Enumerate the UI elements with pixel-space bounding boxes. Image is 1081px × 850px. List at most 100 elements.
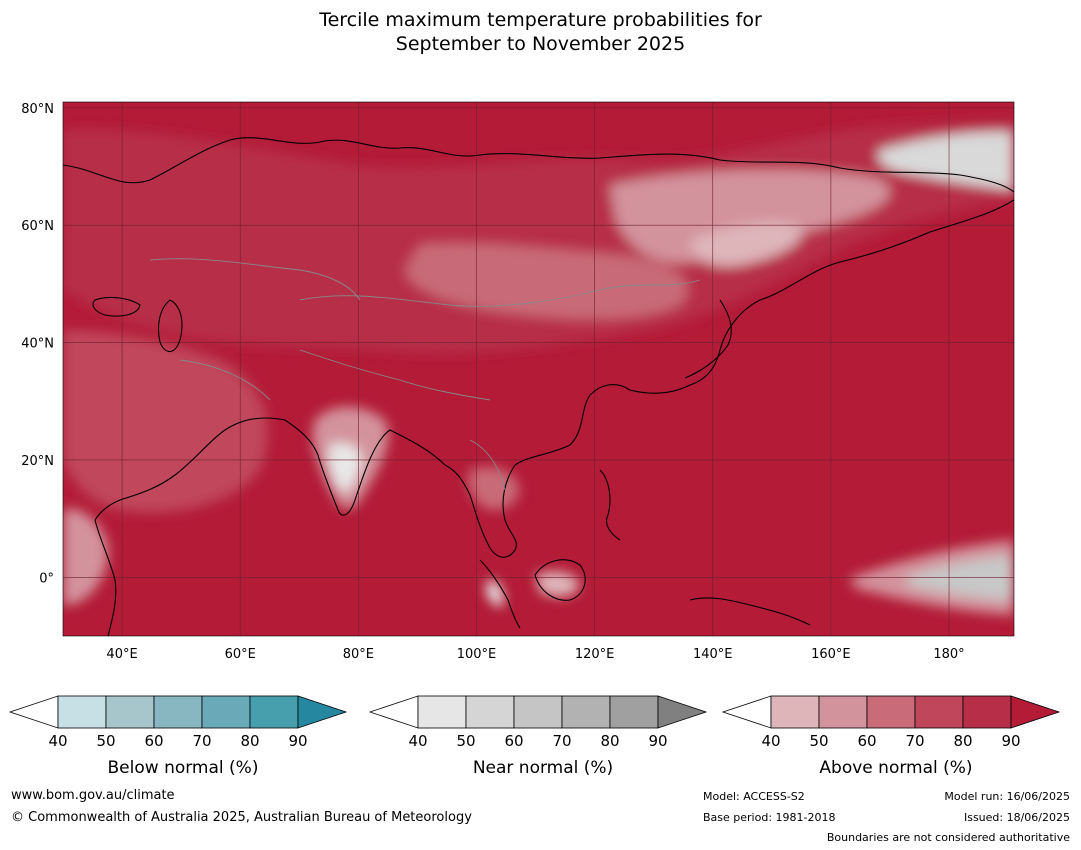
border-china-north: [299, 279, 701, 307]
coastline-china-korea: [514, 384, 691, 466]
lon-label: 160°E: [811, 647, 851, 662]
colorbar-tick: 70: [905, 732, 925, 750]
longitude-labels: 40°E 60°E 80°E 100°E 120°E 140°E 160°E 180°: [106, 647, 964, 662]
zone-indochina: [468, 466, 520, 510]
colorbar-above-bar: [721, 695, 1061, 729]
footer-base-period: Base period: 1981-2018: [703, 811, 836, 824]
colorbar-above-normal: 40 50 60 70 80 90 Above normal (%): [721, 690, 1071, 785]
lon-label: 60°E: [225, 647, 256, 662]
colorbar-max-extend: [657, 695, 708, 729]
zone-east-africa: [63, 509, 109, 605]
colorbar-below-ticks: 40 50 60 70 80 90: [8, 732, 358, 752]
colorbar-below-label: Below normal (%): [107, 758, 259, 778]
title-line-2: September to November 2025: [395, 33, 686, 55]
colorbar-above-ticks: 40 50 60 70 80 90: [721, 732, 1071, 752]
colorbar-tick: 60: [144, 732, 164, 750]
colorbar-tick: 50: [96, 732, 116, 750]
coastline-borneo: [534, 559, 586, 601]
colorbar-segment: [201, 695, 251, 729]
colorbar-tick: 50: [809, 732, 829, 750]
zone-borneo: [535, 571, 580, 597]
coastline-sumatra: [479, 559, 521, 629]
lon-label: 140°E: [693, 647, 733, 662]
colorbar-segment: [770, 695, 820, 729]
border-southeast-asia: [469, 439, 506, 491]
colorbar-tick: 70: [192, 732, 212, 750]
map-frame: [62, 101, 1015, 637]
border-kazakhstan: [149, 258, 361, 301]
coastline-east-africa: [94, 519, 117, 636]
colorbar-max-extend: [1010, 695, 1061, 729]
footer-url[interactable]: www.bom.gov.au/climate: [11, 788, 175, 803]
zone-sumatra: [486, 579, 504, 607]
colorbar-segment: [153, 695, 203, 729]
colorbar-tick: 80: [600, 732, 620, 750]
lon-label: 120°E: [575, 647, 615, 662]
colorbar-near-ticks: 40 50 60 70 80 90: [368, 732, 718, 752]
colorbar-near-normal: 40 50 60 70 80 90 Near normal (%): [368, 690, 718, 785]
footer-copyright: © Commonwealth of Australia 2025, Austra…: [11, 810, 472, 825]
zone-okhotsk: [690, 221, 802, 267]
coastline-russia-pacific: [689, 199, 1014, 386]
coastline-bay-of-bengal: [284, 419, 446, 516]
colorbar-segment: [609, 695, 659, 729]
colorbar-segment: [105, 695, 155, 729]
colorbar-tick: 40: [48, 732, 68, 750]
country-borders: [149, 258, 701, 491]
coastline-philippines: [599, 469, 621, 541]
zone-india-core: [328, 443, 362, 491]
lat-label: 0°: [39, 571, 54, 586]
colorbar-segment: [914, 695, 964, 729]
coastline-arabia: [94, 417, 286, 521]
colorbar-max-extend: [297, 695, 348, 729]
colorbar-segment: [866, 695, 916, 729]
colorbar-below-bar: [8, 695, 348, 729]
colorbar-tick: 40: [761, 732, 781, 750]
latitude-labels: 80°N 60°N 40°N 20°N 0°: [21, 102, 54, 586]
colorbar-tick: 70: [552, 732, 572, 750]
zone-central-asia: [405, 243, 688, 320]
zone-middle-east: [63, 330, 268, 513]
colorbar-min-extend: [721, 695, 772, 729]
colorbar-segment: [417, 695, 467, 729]
footer-model: Model: ACCESS-S2: [703, 790, 805, 803]
colorbar-near-label: Near normal (%): [472, 758, 614, 778]
lon-label: 100°E: [457, 647, 497, 662]
footer-model-run: Model run: 16/06/2025: [944, 790, 1070, 803]
zone-far-northeast: [878, 131, 1014, 190]
colorbar-tick: 90: [648, 732, 668, 750]
coastline-arctic: [63, 137, 1014, 193]
colorbar-segment: [561, 695, 611, 729]
border-iran: [179, 359, 271, 401]
colorbar-tick: 40: [408, 732, 428, 750]
colorbar-tick: 80: [240, 732, 260, 750]
zone-eastern-siberia: [610, 169, 890, 263]
coastline-caspian: [157, 299, 183, 353]
lat-label: 20°N: [21, 454, 54, 469]
colorbar-segment: [513, 695, 563, 729]
footer-disclaimer: Boundaries are not considered authoritat…: [826, 831, 1070, 844]
colorbar-below-normal: 40 50 60 70 80 90 Below normal (%): [8, 690, 358, 785]
lat-label: 60°N: [21, 219, 54, 234]
lon-label: 180°: [933, 647, 964, 662]
forecast-map: 80°N 60°N 40°N 20°N 0° 40°E 60°E 80°E 100°E 120°…: [21, 101, 1015, 662]
graticule: [63, 102, 1014, 636]
colorbar-tick: 50: [456, 732, 476, 750]
colorbar-above-label: Above normal (%): [819, 758, 973, 778]
colorbar-tick: 80: [953, 732, 973, 750]
lon-label: 80°E: [343, 647, 374, 662]
coastline-indochina: [444, 464, 517, 558]
colorbar-tick: 90: [1001, 732, 1021, 750]
colorbar-min-extend: [368, 695, 419, 729]
colorbar-segment: [57, 695, 107, 729]
title-line-1: Tercile maximum temperature probabilitie…: [319, 9, 762, 31]
colorbar-segment: [962, 695, 1012, 729]
coastline-black-sea: [92, 296, 141, 317]
lat-label: 40°N: [21, 337, 54, 352]
colorbar-tick: 60: [857, 732, 877, 750]
map-plot-area: [63, 102, 1014, 636]
lat-label: 80°N: [21, 102, 54, 117]
chart-title: Tercile maximum temperature probabilitie…: [0, 8, 1081, 56]
coastline-japan: [684, 299, 732, 379]
coastlines: [63, 137, 1014, 636]
